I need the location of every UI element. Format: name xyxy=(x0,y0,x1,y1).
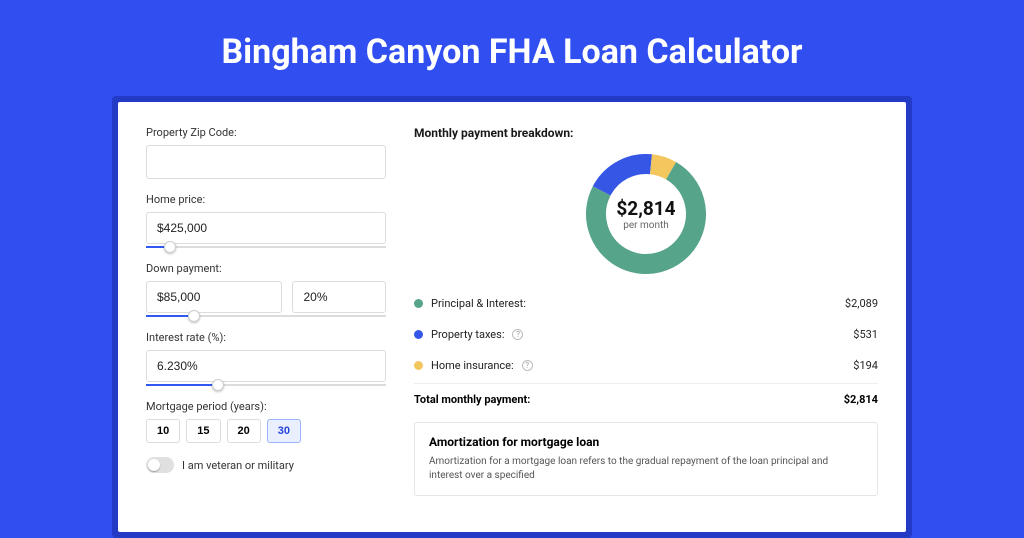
breakdown-title: Monthly payment breakdown: xyxy=(414,126,878,140)
help-icon[interactable]: ? xyxy=(522,360,533,371)
form-column: Property Zip Code: Home price: Down paym… xyxy=(146,126,386,508)
veteran-row: I am veteran or military xyxy=(146,457,386,473)
amortization-text: Amortization for a mortgage loan refers … xyxy=(429,455,863,483)
legend-label: Principal & Interest: xyxy=(431,297,526,310)
interest-slider[interactable] xyxy=(146,384,386,386)
legend: Principal & Interest: $2,089 Property taxe… xyxy=(414,288,878,381)
breakdown-column: Monthly payment breakdown: $2,814 per mo… xyxy=(414,126,878,508)
donut-center: $2,814 per month xyxy=(586,154,706,274)
total-row: Total monthly payment: $2,814 xyxy=(414,383,878,406)
period-options: 1015 2030 xyxy=(146,419,386,443)
down-payment-label: Down payment: xyxy=(146,262,386,275)
donut-amount: $2,814 xyxy=(616,197,675,220)
down-payment-pct-input[interactable] xyxy=(292,281,386,313)
home-price-label: Home price: xyxy=(146,193,386,206)
legend-value: $2,089 xyxy=(845,297,878,310)
period-option-20[interactable]: 20 xyxy=(227,419,261,443)
interest-group: Interest rate (%): xyxy=(146,331,386,386)
total-value: $2,814 xyxy=(844,393,878,406)
legend-dot xyxy=(414,330,423,339)
total-label: Total monthly payment: xyxy=(414,393,530,406)
veteran-toggle[interactable] xyxy=(146,457,174,473)
legend-value: $194 xyxy=(853,359,878,372)
down-payment-slider[interactable] xyxy=(146,315,386,317)
legend-row: Home insurance:? $194 xyxy=(414,350,878,381)
legend-dot xyxy=(414,361,423,370)
legend-label: Property taxes: xyxy=(431,328,504,341)
home-price-group: Home price: xyxy=(146,193,386,248)
zip-input[interactable] xyxy=(146,145,386,179)
legend-label: Home insurance: xyxy=(431,359,514,372)
period-option-15[interactable]: 15 xyxy=(186,419,220,443)
legend-row: Property taxes:? $531 xyxy=(414,319,878,350)
zip-group: Property Zip Code: xyxy=(146,126,386,179)
amortization-title: Amortization for mortgage loan xyxy=(429,435,863,449)
donut-chart: $2,814 per month xyxy=(414,148,878,288)
down-payment-input[interactable] xyxy=(146,281,282,313)
legend-row: Principal & Interest: $2,089 xyxy=(414,288,878,319)
period-option-30[interactable]: 30 xyxy=(267,419,301,443)
down-payment-group: Down payment: xyxy=(146,262,386,317)
page-title: Bingham Canyon FHA Loan Calculator xyxy=(0,0,1024,96)
legend-dot xyxy=(414,299,423,308)
card-outer: Property Zip Code: Home price: Down paym… xyxy=(112,96,912,538)
home-price-slider[interactable] xyxy=(146,246,386,248)
interest-label: Interest rate (%): xyxy=(146,331,386,344)
donut-sub: per month xyxy=(623,220,669,231)
help-icon[interactable]: ? xyxy=(512,329,523,340)
interest-input[interactable] xyxy=(146,350,386,382)
period-label: Mortgage period (years): xyxy=(146,400,386,413)
period-option-10[interactable]: 10 xyxy=(146,419,180,443)
amortization-card: Amortization for mortgage loan Amortizat… xyxy=(414,422,878,496)
veteran-label: I am veteran or military xyxy=(182,459,294,472)
calculator-card: Property Zip Code: Home price: Down paym… xyxy=(118,102,906,532)
home-price-input[interactable] xyxy=(146,212,386,244)
period-group: Mortgage period (years): 1015 2030 xyxy=(146,400,386,443)
zip-label: Property Zip Code: xyxy=(146,126,386,139)
legend-value: $531 xyxy=(853,328,878,341)
